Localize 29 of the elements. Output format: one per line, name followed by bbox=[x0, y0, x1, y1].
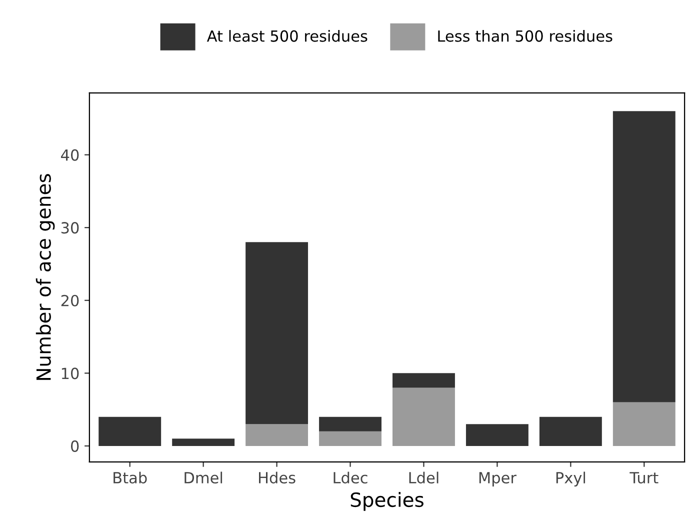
bar bbox=[98, 416, 162, 446]
bar bbox=[319, 416, 382, 432]
x-axis-title: Species bbox=[350, 492, 424, 511]
x-tick-label: Ldel bbox=[409, 472, 438, 484]
bar bbox=[246, 424, 308, 446]
y-tick-label: 0 bbox=[71, 440, 79, 452]
y-tick-label: 20 bbox=[61, 294, 79, 306]
legend-label: Less than 500 residues bbox=[438, 30, 612, 42]
bar bbox=[539, 416, 602, 446]
x-tick-label: Mper bbox=[479, 472, 516, 486]
bar bbox=[612, 402, 676, 446]
bar bbox=[392, 373, 455, 388]
bar bbox=[392, 388, 455, 446]
bar bbox=[319, 431, 382, 446]
x-tick-label: Btab bbox=[114, 472, 147, 484]
y-tick-label: 40 bbox=[61, 149, 79, 161]
y-axis-title: Number of ace genes bbox=[36, 174, 55, 380]
y-tick-label: 30 bbox=[61, 222, 79, 234]
x-tick-label: Hdes bbox=[259, 472, 296, 484]
x-tick-label: Ldec bbox=[334, 472, 368, 484]
bar bbox=[172, 438, 235, 446]
legend-label: At least 500 residues bbox=[206, 30, 368, 42]
bar bbox=[612, 111, 676, 402]
x-tick-label: Pxyl bbox=[556, 472, 586, 486]
x-tick-label: Dmel bbox=[184, 472, 222, 484]
bar bbox=[466, 424, 528, 446]
bar bbox=[246, 242, 308, 424]
y-tick-label: 10 bbox=[62, 368, 79, 380]
x-tick-label: Turt bbox=[630, 472, 658, 484]
